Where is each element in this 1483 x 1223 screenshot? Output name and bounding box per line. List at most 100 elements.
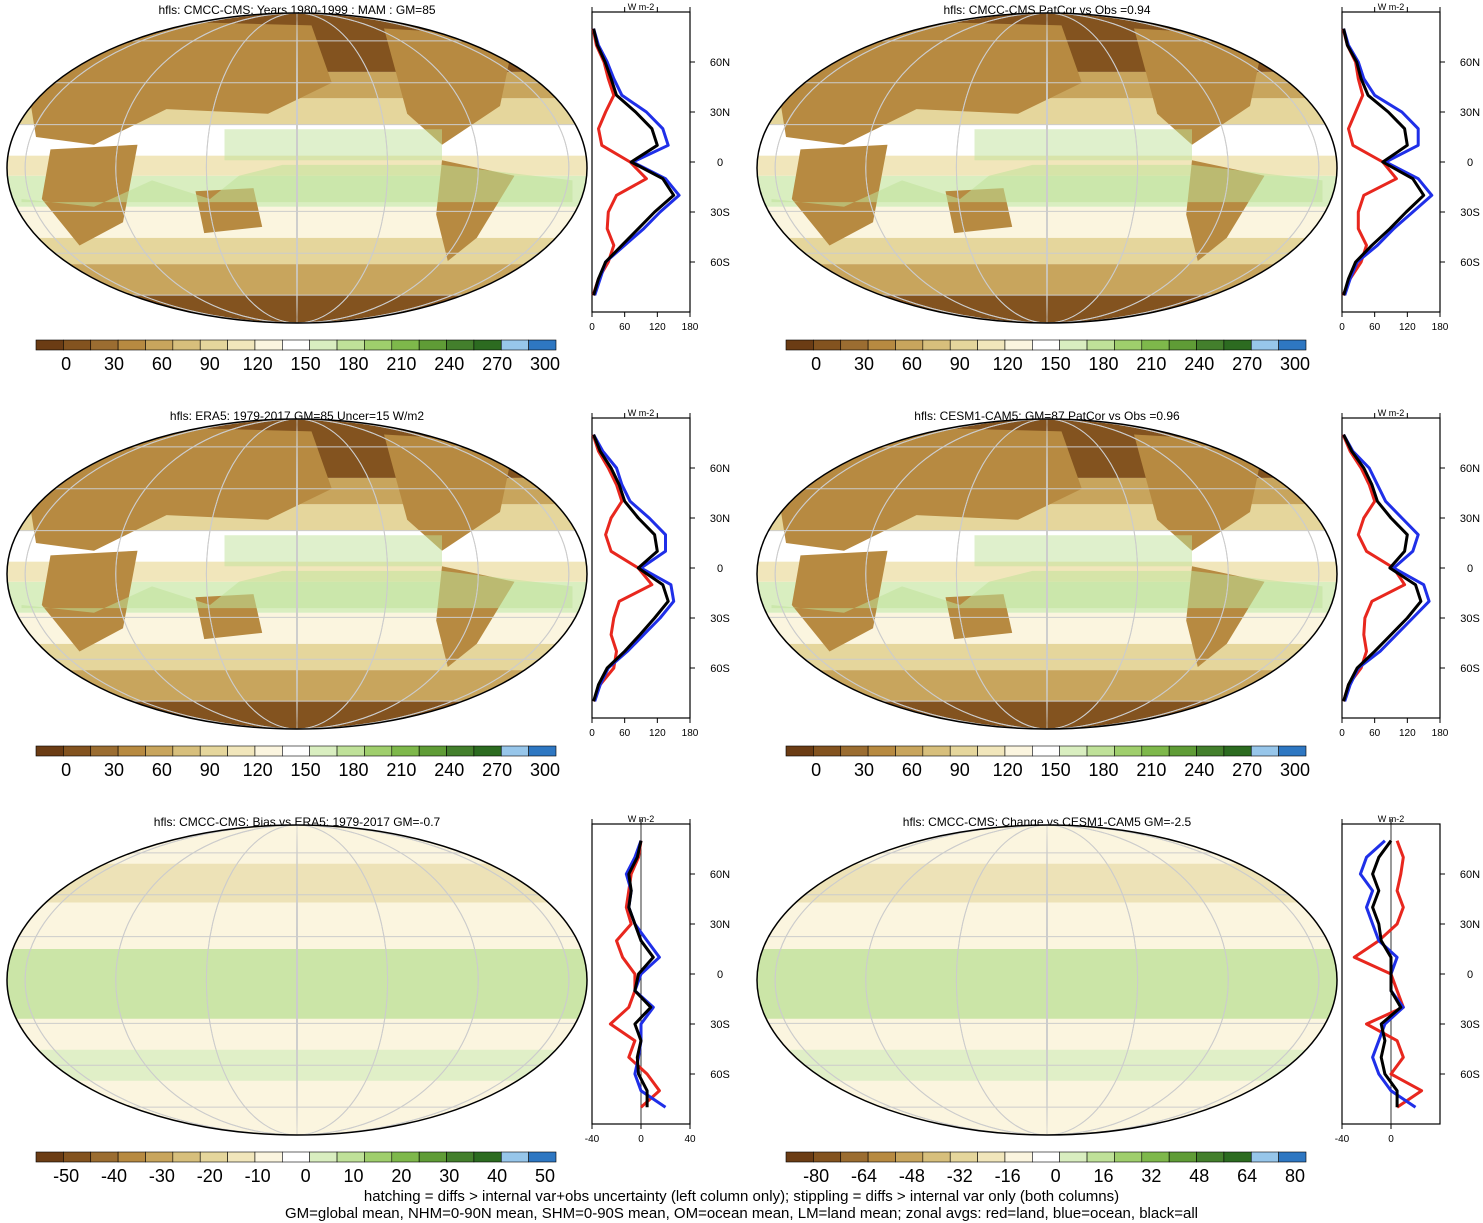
colorbar-swatch — [254, 745, 283, 757]
colorbar-tick-label: 20 — [391, 1166, 411, 1186]
profile-y-tick-label: 0 — [717, 563, 723, 575]
profile-y-tick-label: 60S — [710, 1069, 730, 1081]
meridian-line — [296, 419, 298, 729]
profile-x-tick-label: 0 — [638, 1134, 644, 1145]
colorbar-tick-label: 0 — [811, 760, 821, 780]
colorbar-swatch — [1278, 339, 1307, 351]
profile-y-tick-label: 60N — [1460, 57, 1480, 69]
colorbar-tick-label: 270 — [482, 354, 512, 374]
colorbar-swatch — [282, 745, 310, 757]
profile-y-tick-label: 30S — [1460, 1019, 1480, 1031]
colorbar-swatch — [813, 745, 842, 757]
colorbar-tick-label: -48 — [899, 1166, 925, 1186]
colorbar-tick-label: 30 — [104, 760, 124, 780]
panel-title: hfls: CMCC-CMS: Change vs CESM1-CAM5 GM=… — [903, 815, 1192, 829]
panel-obs: hfls: ERA5: 1979-2017 GM=85 Uncer=15 W/m… — [6, 408, 730, 780]
colorbar-swatch — [1196, 745, 1225, 757]
colorbar-swatch — [1223, 745, 1252, 757]
colorbar-swatch — [364, 339, 393, 351]
map-field — [757, 419, 1337, 729]
map-field — [7, 419, 587, 729]
colorbar-swatch — [336, 339, 365, 351]
colorbar-swatch — [1141, 1151, 1170, 1163]
meridian-line — [955, 13, 1139, 323]
colorbar-swatch — [895, 745, 924, 757]
profile-y-tick-label: 30N — [1460, 107, 1480, 119]
colorbar-tick-label: 300 — [530, 354, 560, 374]
colorbar-tick-label: 80 — [1285, 1166, 1305, 1186]
colorbar-tick-label: 300 — [1280, 760, 1310, 780]
northern-green-band — [224, 535, 442, 567]
colorbar-tick-label: 60 — [152, 760, 172, 780]
profile-y-tick-label: 0 — [1467, 969, 1473, 981]
colorbar-swatch — [1196, 339, 1225, 351]
colorbar-tick-label: 60 — [152, 354, 172, 374]
map-field — [757, 13, 1337, 323]
colorbar-swatch — [1032, 339, 1060, 351]
colorbar-tick-label: 150 — [291, 760, 321, 780]
north-america-landmass — [384, 434, 515, 551]
colorbar-swatch — [309, 745, 338, 757]
africa-landmass — [791, 144, 888, 246]
northern-green-band — [974, 129, 1192, 161]
colorbar-swatch — [473, 1151, 502, 1163]
profile-y-tick-label: 30S — [1460, 613, 1480, 625]
meridian-line — [115, 419, 479, 729]
colorbar-swatch — [867, 745, 896, 757]
colorbar-tick-label: 0 — [811, 354, 821, 374]
colorbar-tick-label: 40 — [487, 1166, 507, 1186]
north-america-landmass — [384, 28, 515, 145]
map-field — [757, 825, 1337, 1135]
colorbar-swatch — [391, 1151, 420, 1163]
profile-y-tick-label: 60N — [710, 869, 730, 881]
profile-y-tick-label: 0 — [717, 157, 723, 169]
colorbar-swatch — [785, 1151, 814, 1163]
colorbar-swatch — [35, 745, 64, 757]
colorbar-tick-label: 32 — [1141, 1166, 1161, 1186]
profile-y-tick-label: 30N — [1460, 513, 1480, 525]
profile-x-tick-label: 0 — [1388, 1134, 1394, 1145]
colorbar-tick-label: 90 — [950, 760, 970, 780]
colorbar-swatch — [446, 339, 475, 351]
colorbar-swatch — [922, 339, 951, 351]
colorbar-swatch — [1032, 745, 1060, 757]
meridian-line — [296, 13, 298, 323]
profile-x-tick-label: 120 — [1399, 322, 1416, 333]
profile-x-tick-label: -40 — [585, 1134, 600, 1145]
colorbar-swatch — [1278, 745, 1307, 757]
colorbar-tick-label: 180 — [338, 760, 368, 780]
colorbar-swatch — [840, 1151, 869, 1163]
colorbar-swatch — [922, 745, 951, 757]
colorbar-swatch — [895, 339, 924, 351]
zonal-line-ocean — [1342, 433, 1431, 702]
colorbar-swatch — [1196, 1151, 1225, 1163]
colorbar-swatch — [500, 745, 529, 757]
map-border — [756, 418, 1338, 730]
colorbar-tick-label: 210 — [386, 760, 416, 780]
colorbar-swatch — [391, 745, 420, 757]
colorbar-swatch — [785, 745, 814, 757]
profile-y-tick-label: 0 — [717, 969, 723, 981]
profile-x-tick-label: 40 — [684, 1134, 696, 1145]
colorbar-swatch — [977, 1151, 1006, 1163]
colorbar-tick-label: 0 — [61, 354, 71, 374]
colorbar-tick-label: -30 — [149, 1166, 175, 1186]
colorbar-swatch — [199, 745, 228, 757]
map-border — [6, 824, 588, 1136]
profile-y-tick-label: 30N — [710, 919, 730, 931]
colorbar-tick-label: 150 — [1041, 354, 1071, 374]
profile-y-tick-label: 60N — [710, 57, 730, 69]
colorbar-swatch — [336, 1151, 365, 1163]
profile-x-tick-label: 0 — [1339, 322, 1345, 333]
colorbar-swatch — [446, 745, 475, 757]
profile-unit-label: W m-2 — [628, 2, 655, 12]
colorbar-tick-label: -50 — [53, 1166, 79, 1186]
footer-hatching-note: hatching = diffs > internal var+obs unce… — [363, 1188, 1120, 1205]
colorbar-swatch — [813, 339, 842, 351]
colorbar-swatch — [977, 339, 1006, 351]
colorbar-swatch — [391, 339, 420, 351]
zonal-line-all — [1342, 434, 1423, 702]
colorbar-swatch — [473, 745, 502, 757]
colorbar-swatch — [254, 1151, 283, 1163]
colorbar-swatch — [867, 1151, 896, 1163]
